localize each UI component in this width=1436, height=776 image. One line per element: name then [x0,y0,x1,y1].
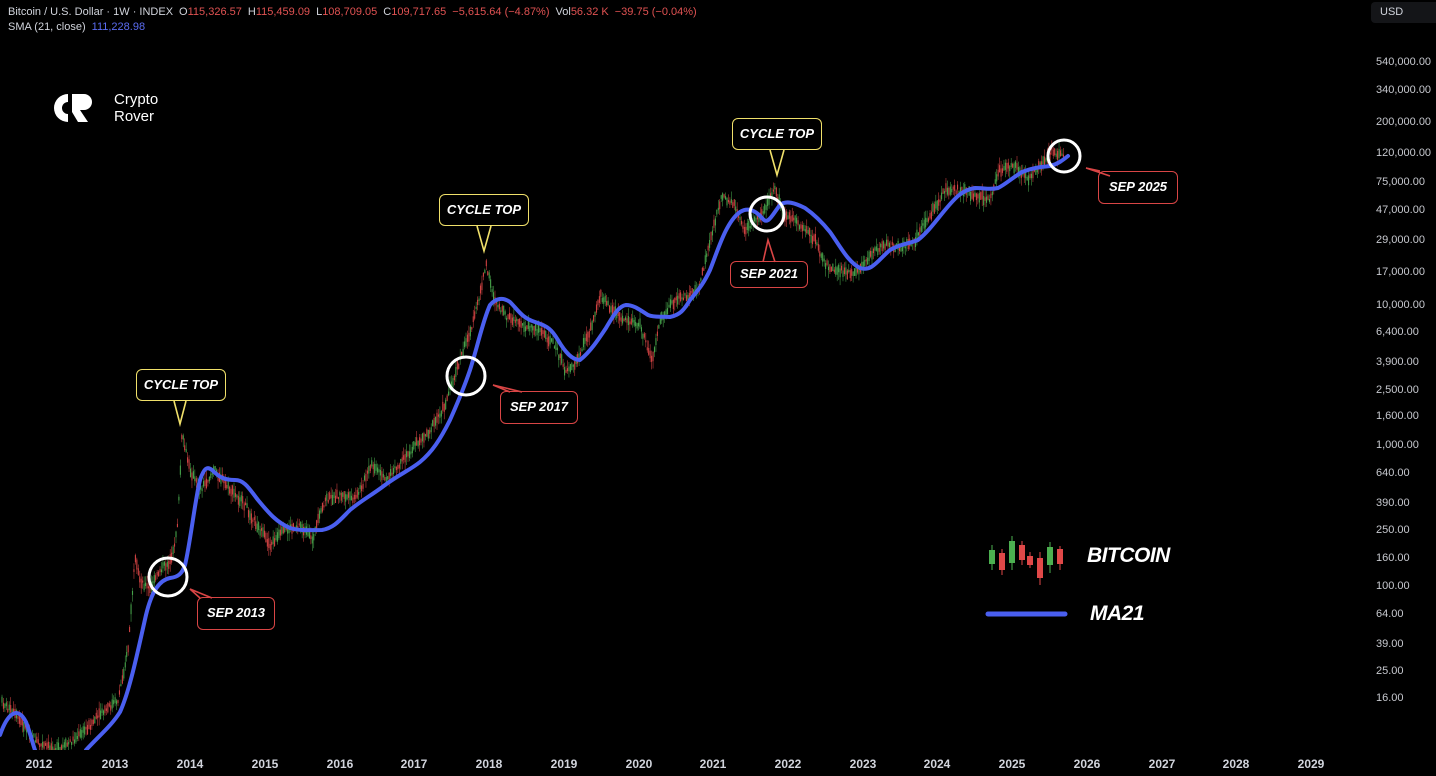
sep-2025-circle [1046,138,1082,174]
sep-2017-circle [445,355,487,397]
y-tick: 540,000.00 [1376,56,1432,68]
crypto-rover-logo: Crypto Rover [114,91,158,125]
x-tick: 2023 [849,757,877,771]
sep-2017-pointer [492,384,523,393]
sma-indicator-legend[interactable]: SMA (21, close) 111,228.98 [8,20,697,35]
y-tick: 17,000.00 [1376,266,1425,278]
bitcoin-legend-swatch [989,536,1063,585]
y-tick: 1,600.00 [1376,410,1419,422]
cycle-top-2021-pointer [769,149,785,178]
logo-text: Crypto Rover [114,91,158,125]
cycle-top-2013-callout: CYCLE TOP [136,369,226,401]
y-tick: 250.00 [1376,524,1410,536]
low-label: L [316,6,323,18]
x-tick: 2027 [1148,757,1176,771]
sep-2013-circle [147,556,189,598]
x-tick: 2026 [1073,757,1101,771]
sma-label: SMA (21, close) [8,21,86,33]
ma21-legend-label: MA21 [1090,602,1145,625]
volume-label: Vol [555,6,571,18]
sep-2021-circle [748,195,786,233]
y-tick: 64.00 [1376,608,1404,620]
cycle-top-2021-callout: CYCLE TOP [732,118,822,150]
x-tick: 2020 [625,757,653,771]
x-tick: 2024 [923,757,951,771]
y-tick: 6,400.00 [1376,326,1419,338]
high-label: H [247,6,256,18]
time-axis[interactable]: 2012 2013 2014 2015 2016 2017 2018 2019 … [0,752,1360,776]
price-axis[interactable]: 540,000.00 340,000.00 200,000.00 120,000… [1376,0,1436,745]
high-value: 115,459.09 [255,6,311,18]
symbol-title: Bitcoin / U.S. Dollar · 1W · INDEX [8,6,174,18]
y-tick: 47,000.00 [1376,204,1425,216]
x-tick: 2022 [774,757,802,771]
bitcoin-candles [1,140,1064,750]
y-tick: 3,900.00 [1376,356,1419,368]
open-label: O [179,6,188,18]
sep-2013-callout: SEP 2013 [197,597,275,630]
sep-2021-callout: SEP 2021 [730,261,808,288]
y-tick: 25.00 [1376,665,1404,677]
y-tick: 390.00 [1376,497,1410,509]
ma21-line-early [0,711,37,750]
x-tick: 2019 [550,757,578,771]
logo-line-2: Rover [114,108,155,125]
close-label: C [383,6,392,18]
price-chart-plot[interactable] [0,0,1360,750]
bitcoin-legend-label: BITCOIN [1087,544,1170,567]
y-tick: 340,000.00 [1376,84,1432,96]
x-tick: 2013 [101,757,129,771]
y-tick: 100.00 [1376,580,1410,592]
sep-2013-pointer [189,588,213,599]
y-tick: 200,000.00 [1376,116,1432,128]
x-tick: 2017 [400,757,428,771]
y-tick: 29,000.00 [1376,234,1425,246]
sma-value: 111,228.98 [91,21,146,33]
y-tick: 120,000.00 [1376,147,1432,159]
volume-change: −39.75 (−0.04%) [614,6,697,18]
close-value: 109,717.65 [391,6,447,18]
y-tick: 2,500.00 [1376,384,1419,396]
x-tick: 2029 [1297,757,1325,771]
sep-2017-callout: SEP 2017 [500,391,578,424]
x-tick: 2021 [699,757,727,771]
x-tick: 2016 [326,757,354,771]
chart-legend-header: Bitcoin / U.S. Dollar · 1W · INDEX O 115,… [8,5,697,35]
sep-2021-pointer [762,236,776,263]
sep-2025-callout: SEP 2025 [1098,171,1178,204]
y-tick: 640.00 [1376,467,1410,479]
x-tick: 2028 [1222,757,1250,771]
crypto-rover-logo-mark [54,94,92,122]
x-tick: 2012 [25,757,53,771]
volume-value: 56.32 K [570,6,609,18]
x-tick: 2014 [176,757,204,771]
logo-line-1: Crypto [114,91,159,108]
cycle-top-2013-pointer [173,400,187,428]
open-value: 115,326.57 [187,6,242,18]
cycle-top-2017-callout: CYCLE TOP [439,194,529,226]
y-tick: 160.00 [1376,552,1410,564]
ma21-line [84,154,1070,750]
y-tick: 39.00 [1376,638,1404,650]
cycle-top-2017-pointer [476,225,492,254]
currency-selector[interactable]: USD [1371,2,1436,23]
low-value: 108,709.05 [322,6,378,18]
y-tick: 1,000.00 [1376,439,1419,451]
y-tick: 10,000.00 [1376,299,1425,311]
y-tick: 16.00 [1376,692,1404,704]
y-tick: 75,000.00 [1376,176,1425,188]
x-tick: 2025 [998,757,1026,771]
x-tick: 2015 [251,757,279,771]
x-tick: 2018 [475,757,503,771]
change-value: −5,615.64 (−4.87%) [452,6,550,18]
